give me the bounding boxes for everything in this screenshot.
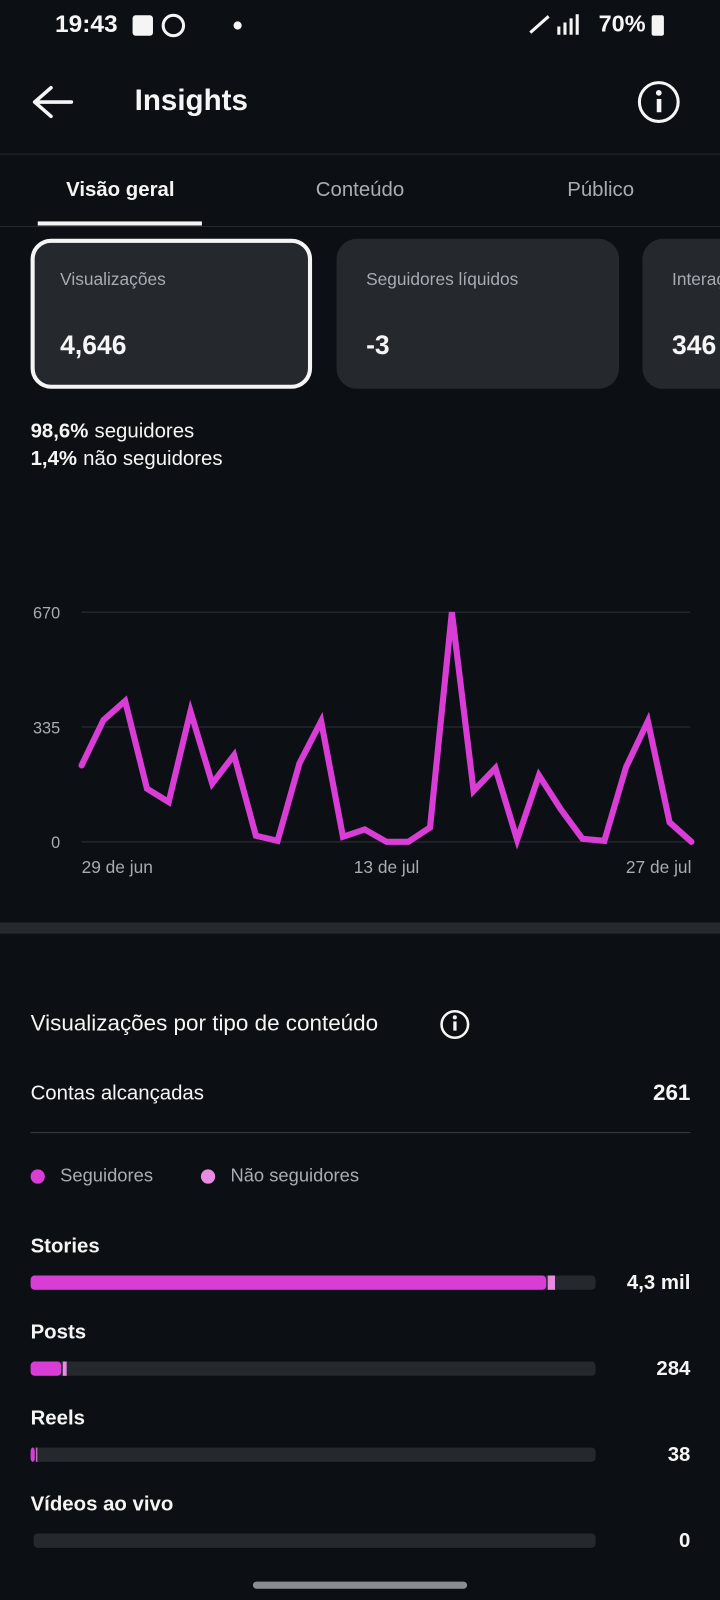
section-divider — [0, 922, 720, 934]
section-title: Visualizações por tipo de conteúdo — [31, 1010, 379, 1035]
audience-share: 98,6% — [31, 421, 89, 443]
audience-line: 98,6% seguidores — [31, 421, 195, 443]
row-label: Posts — [31, 1321, 87, 1343]
line-chart: 0 335 670 29 de jun 13 de jul 27 de jul — [33, 605, 695, 877]
row-label: Vídeos ao vivo — [31, 1493, 174, 1515]
bar-track — [30, 1361, 596, 1376]
reach-label: Contas alcançadas — [31, 1082, 204, 1104]
back-button[interactable] — [32, 85, 74, 119]
legend-swatch — [30, 1169, 45, 1184]
header-title: Insights — [135, 84, 248, 117]
status-icon — [161, 13, 186, 38]
y-tick-label: 0 — [51, 834, 60, 852]
row-value: 0 — [679, 1530, 690, 1552]
battery-icon — [651, 15, 664, 36]
audience-label: seguidores — [95, 421, 195, 443]
card-value: 346 — [672, 330, 716, 360]
audience-line: 1,4% não seguidores — [31, 449, 223, 471]
y-tick-label: 670 — [33, 605, 60, 623]
bar-followers — [30, 1361, 62, 1376]
card-value: -3 — [366, 330, 390, 360]
legend-label: Não seguidores — [230, 1164, 359, 1185]
status-icon — [529, 14, 579, 35]
metric-card[interactable]: Visualizações 4,646 — [30, 238, 313, 389]
legend-label: Seguidores — [60, 1164, 153, 1185]
row-value: 284 — [656, 1358, 691, 1380]
audience-label: não seguidores — [83, 449, 222, 471]
tab-indicator — [37, 221, 202, 226]
reach-value: 261 — [653, 1080, 690, 1105]
legend-swatch — [200, 1169, 216, 1184]
status-time: 19:43 — [55, 11, 118, 38]
bar-track — [33, 1533, 596, 1548]
info-button[interactable] — [440, 1009, 470, 1040]
status-battery: 70% — [599, 11, 646, 37]
tab[interactable]: Conteúdo — [316, 179, 404, 201]
home-indicator — [252, 1581, 468, 1589]
bar-non-followers — [547, 1275, 556, 1290]
card-value: 4,646 — [60, 330, 126, 360]
y-tick-label: 335 — [33, 719, 60, 737]
audience-share: 1,4% — [31, 449, 77, 471]
bar-breakdown: Seguidores Não seguidores Stories 4,3 mil Po… — [30, 1164, 691, 1552]
metric-card[interactable]: Seguidores líquidos -3 — [336, 238, 620, 389]
x-tick-label: 13 de jul — [354, 857, 419, 877]
bar-non-followers — [62, 1361, 67, 1376]
data-line — [78, 611, 695, 850]
row-value: 4,3 mil — [627, 1272, 690, 1294]
metric-card[interactable]: Interações 346 — [642, 238, 720, 389]
card-label: Seguidores líquidos — [366, 269, 518, 289]
info-button[interactable] — [637, 81, 680, 123]
card-label: Interações — [672, 269, 720, 289]
x-tick-label: 27 de jul — [626, 857, 691, 877]
bar-followers — [30, 1275, 547, 1290]
bar-followers — [30, 1447, 35, 1462]
bar-track — [30, 1447, 596, 1462]
status-dot — [233, 21, 242, 30]
row-label: Reels — [31, 1407, 85, 1429]
row-value: 38 — [668, 1444, 691, 1466]
row-label: Stories — [31, 1235, 100, 1257]
tab[interactable]: Visão geral — [66, 179, 174, 201]
tab[interactable]: Público — [567, 179, 634, 201]
bar-non-followers — [36, 1447, 38, 1462]
status-icon — [132, 15, 153, 36]
x-tick-label: 29 de jun — [82, 857, 153, 877]
card-label: Visualizações — [60, 269, 166, 289]
